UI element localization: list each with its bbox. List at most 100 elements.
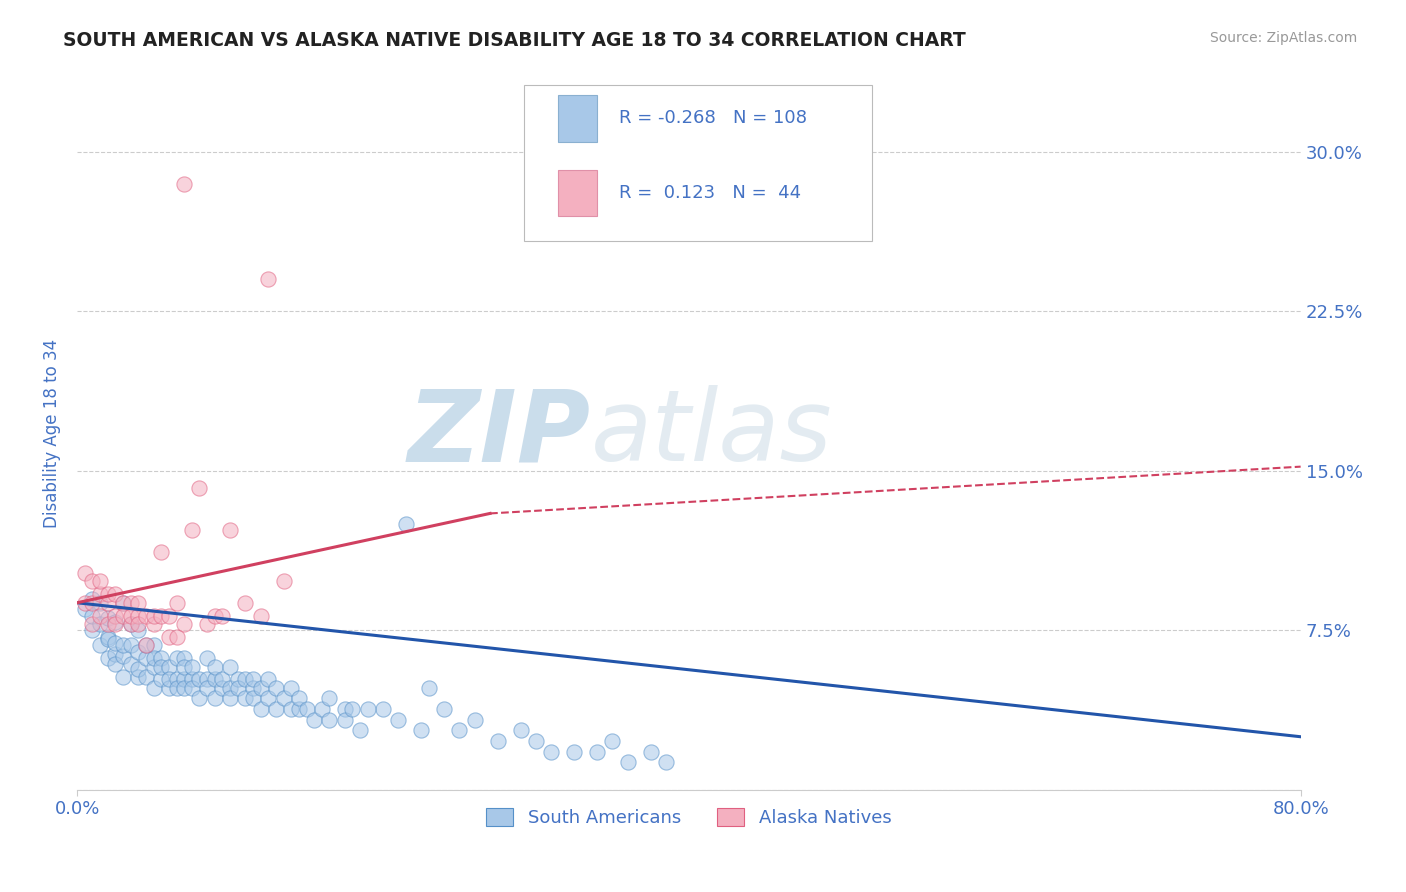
Point — [142, 659, 165, 673]
Point — [89, 608, 111, 623]
Point — [111, 596, 134, 610]
Point — [89, 638, 111, 652]
Point — [280, 702, 302, 716]
Point — [73, 602, 96, 616]
Point — [142, 617, 165, 632]
Point — [135, 638, 157, 652]
Point — [655, 756, 678, 770]
FancyBboxPatch shape — [523, 85, 872, 242]
Point — [166, 596, 188, 610]
Text: R = -0.268   N = 108: R = -0.268 N = 108 — [619, 110, 807, 128]
Point — [395, 517, 418, 532]
Point — [195, 617, 218, 632]
Point — [135, 608, 157, 623]
Point — [195, 681, 218, 695]
Point — [89, 617, 111, 632]
Point — [104, 617, 127, 632]
Point — [211, 608, 233, 623]
Point — [104, 647, 127, 661]
Point — [150, 673, 173, 687]
Point — [73, 566, 96, 580]
Point — [280, 681, 302, 695]
Point — [180, 659, 202, 673]
Point — [540, 745, 562, 759]
Point — [188, 673, 211, 687]
Point — [97, 632, 120, 646]
Text: Source: ZipAtlas.com: Source: ZipAtlas.com — [1209, 31, 1357, 45]
Point — [249, 681, 271, 695]
Point — [127, 608, 149, 623]
Point — [509, 723, 531, 738]
Point — [142, 681, 165, 695]
Point — [104, 608, 127, 623]
Point — [142, 638, 165, 652]
Point — [173, 617, 195, 632]
Point — [211, 681, 233, 695]
Point — [249, 702, 271, 716]
Point — [204, 691, 226, 706]
Point — [150, 545, 173, 559]
Point — [318, 691, 340, 706]
Point — [135, 638, 157, 652]
Point — [73, 596, 96, 610]
Point — [135, 670, 157, 684]
Point — [89, 596, 111, 610]
Y-axis label: Disability Age 18 to 34: Disability Age 18 to 34 — [44, 339, 60, 528]
Point — [387, 713, 409, 727]
Point — [111, 596, 134, 610]
Point — [273, 691, 295, 706]
Point — [166, 673, 188, 687]
Point — [180, 681, 202, 695]
Point — [157, 608, 180, 623]
Point — [242, 681, 264, 695]
Point — [120, 638, 142, 652]
Point — [97, 587, 120, 601]
Point — [104, 657, 127, 672]
Point — [371, 702, 394, 716]
Point — [89, 587, 111, 601]
Point — [120, 596, 142, 610]
Point — [157, 630, 180, 644]
Point — [318, 713, 340, 727]
Point — [524, 734, 547, 748]
Point — [273, 574, 295, 589]
Point — [127, 617, 149, 632]
Point — [157, 673, 180, 687]
Point — [257, 673, 280, 687]
Point — [302, 713, 325, 727]
Point — [211, 673, 233, 687]
Point — [111, 670, 134, 684]
Point — [120, 617, 142, 632]
Point — [127, 624, 149, 638]
Point — [264, 702, 287, 716]
Point — [219, 524, 242, 538]
Point — [166, 630, 188, 644]
Point — [104, 636, 127, 650]
Point — [127, 670, 149, 684]
Point — [586, 745, 609, 759]
Point — [173, 659, 195, 673]
Point — [166, 681, 188, 695]
Point — [157, 659, 180, 673]
Point — [135, 651, 157, 665]
Point — [82, 591, 104, 606]
Point — [82, 574, 104, 589]
Text: ZIP: ZIP — [408, 385, 591, 483]
Point — [173, 681, 195, 695]
Point — [104, 615, 127, 629]
Point — [226, 681, 249, 695]
Point — [127, 662, 149, 676]
Point — [120, 608, 142, 623]
Point — [142, 651, 165, 665]
Point — [616, 756, 638, 770]
Point — [226, 673, 249, 687]
Point — [188, 691, 211, 706]
Point — [97, 630, 120, 644]
Point — [173, 673, 195, 687]
Point — [111, 648, 134, 663]
Point — [249, 608, 271, 623]
Point — [311, 702, 333, 716]
Point — [150, 608, 173, 623]
Point — [242, 673, 264, 687]
Point — [173, 177, 195, 191]
